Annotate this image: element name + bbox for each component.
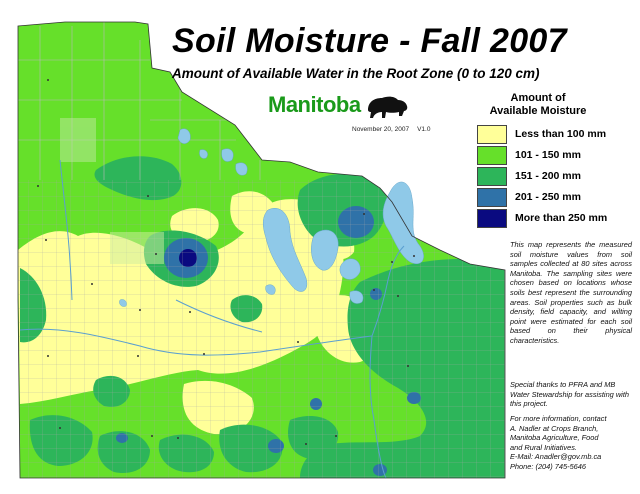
date-label: November 20, 2007 (352, 126, 410, 133)
legend-swatch (477, 187, 507, 207)
contact-note: For more information, contact A. Nadler … (510, 414, 632, 472)
town-markers (37, 79, 415, 445)
contact-line: For more information, contact (510, 414, 607, 423)
thanks-note: Special thanks to PFRA and MB Water Stew… (510, 380, 629, 409)
version-info: November 20, 2007 V1.0 (352, 126, 438, 133)
legend-item: 101 - 150 mm (477, 145, 637, 165)
contact-line: and Rural Initiatives. (510, 442, 577, 452)
legend-label: 101 - 150 mm (515, 149, 581, 161)
rm-boundaries (18, 22, 261, 180)
legend-title-line: Amount of (510, 92, 566, 104)
legend-label: 151 - 200 mm (515, 170, 581, 182)
legend-title: Amount of Available Moisture (474, 92, 602, 118)
contact-email: E-Mail: Anadler@gov.mb.ca (510, 452, 602, 462)
bison-icon (368, 96, 408, 118)
legend-item: 151 - 200 mm (477, 166, 637, 186)
legend-swatch (477, 166, 507, 186)
contact-line: A. Nadler at Crops Branch, (510, 423, 599, 433)
contact-phone: Phone: (204) 745-5646 (510, 461, 587, 471)
manitoba-logo: Manitoba (268, 92, 361, 117)
legend-item: More than 250 mm (477, 208, 637, 228)
legend-label: 201 - 250 mm (515, 191, 581, 203)
legend-label: Less than 100 mm (515, 128, 607, 140)
legend-swatch (477, 208, 507, 228)
page-subtitle: Amount of Available Water in the Root Zo… (172, 66, 540, 81)
legend-title-line: Available Moisture (489, 105, 587, 117)
hatched-areas (60, 118, 164, 264)
lakes (119, 128, 424, 307)
legend-swatch (477, 145, 507, 165)
province-outline (17, 21, 506, 479)
page-title: Soil Moisture - Fall 2007 (172, 22, 567, 60)
legend-swatch (477, 124, 507, 144)
legend-item: 201 - 250 mm (477, 187, 637, 207)
contact-line: Manitoba Agriculture, Food (510, 433, 599, 443)
rivers (19, 159, 405, 479)
description-note: This map represents the measured soil mo… (510, 240, 632, 345)
legend-label: More than 250 mm (515, 212, 608, 224)
legend-item: Less than 100 mm (477, 124, 637, 144)
version-label: V1.0 (417, 126, 431, 133)
legend: Less than 100 mm 101 - 150 mm 151 - 200 … (477, 124, 637, 229)
